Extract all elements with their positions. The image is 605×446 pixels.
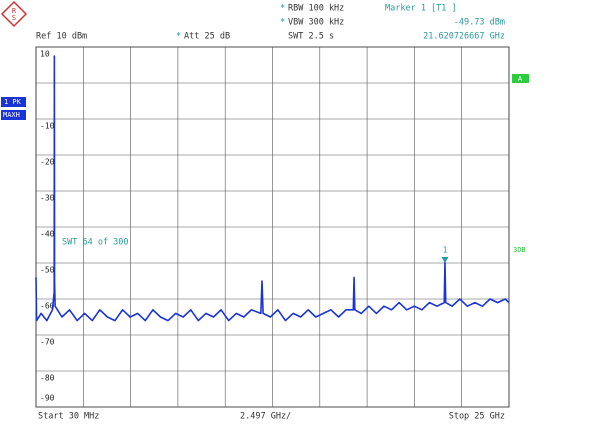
star: * <box>176 32 181 42</box>
trace-box <box>1 97 26 107</box>
trace <box>35 55 510 322</box>
swt: SWT 2.5 s <box>288 32 334 42</box>
marker-title: Marker 1 [T1 ] <box>385 4 457 14</box>
y-tick-label: -20 <box>40 158 55 167</box>
marker <box>441 257 449 264</box>
side-a: A <box>518 75 523 83</box>
start-label: Start 30 MHz <box>38 412 99 422</box>
logo: R S <box>0 0 28 28</box>
y-tick-label: -10 <box>40 122 55 131</box>
attenuation: Att 25 dB <box>184 32 230 42</box>
span-label: 2.497 GHz/ <box>240 412 291 422</box>
marker-frequency: 21.620726667 GHz <box>423 32 505 42</box>
trace-label: 1 PK <box>4 98 22 106</box>
stop-label: Stop 25 GHz <box>449 412 505 422</box>
y-tick-label: -30 <box>40 194 55 203</box>
y-tick-label: -60 <box>40 302 55 311</box>
side-3db: 3DB <box>513 246 526 254</box>
plot: 10 -10 -20 -30 -40 -50 -60 -70 -80 -90 SWT 64 of 3… <box>35 46 510 408</box>
vbw: VBW 300 kHz <box>288 18 344 28</box>
rbw: RBW 100 kHz <box>288 4 344 14</box>
y-tick-label: 10 <box>40 50 50 59</box>
y-tick-label: -80 <box>40 374 55 383</box>
svg-text:R: R <box>12 7 17 15</box>
y-tick-label: -90 <box>40 394 55 403</box>
marker-label: 1 <box>443 246 448 255</box>
mode-box <box>1 110 26 120</box>
y-tick-label: -40 <box>40 230 55 239</box>
y-tick-label: -50 <box>40 266 55 275</box>
a-box <box>512 74 529 83</box>
y-tick-label: -70 <box>40 338 55 347</box>
sweep-count: SWT 64 of 300 <box>62 238 129 248</box>
trace-mode: MAXH <box>3 111 20 119</box>
star: * <box>280 4 285 14</box>
svg-text:S: S <box>12 14 16 22</box>
star: * <box>280 18 285 28</box>
ref-level: Ref 10 dBm <box>36 32 87 42</box>
marker-level: -49.73 dBm <box>454 18 505 28</box>
